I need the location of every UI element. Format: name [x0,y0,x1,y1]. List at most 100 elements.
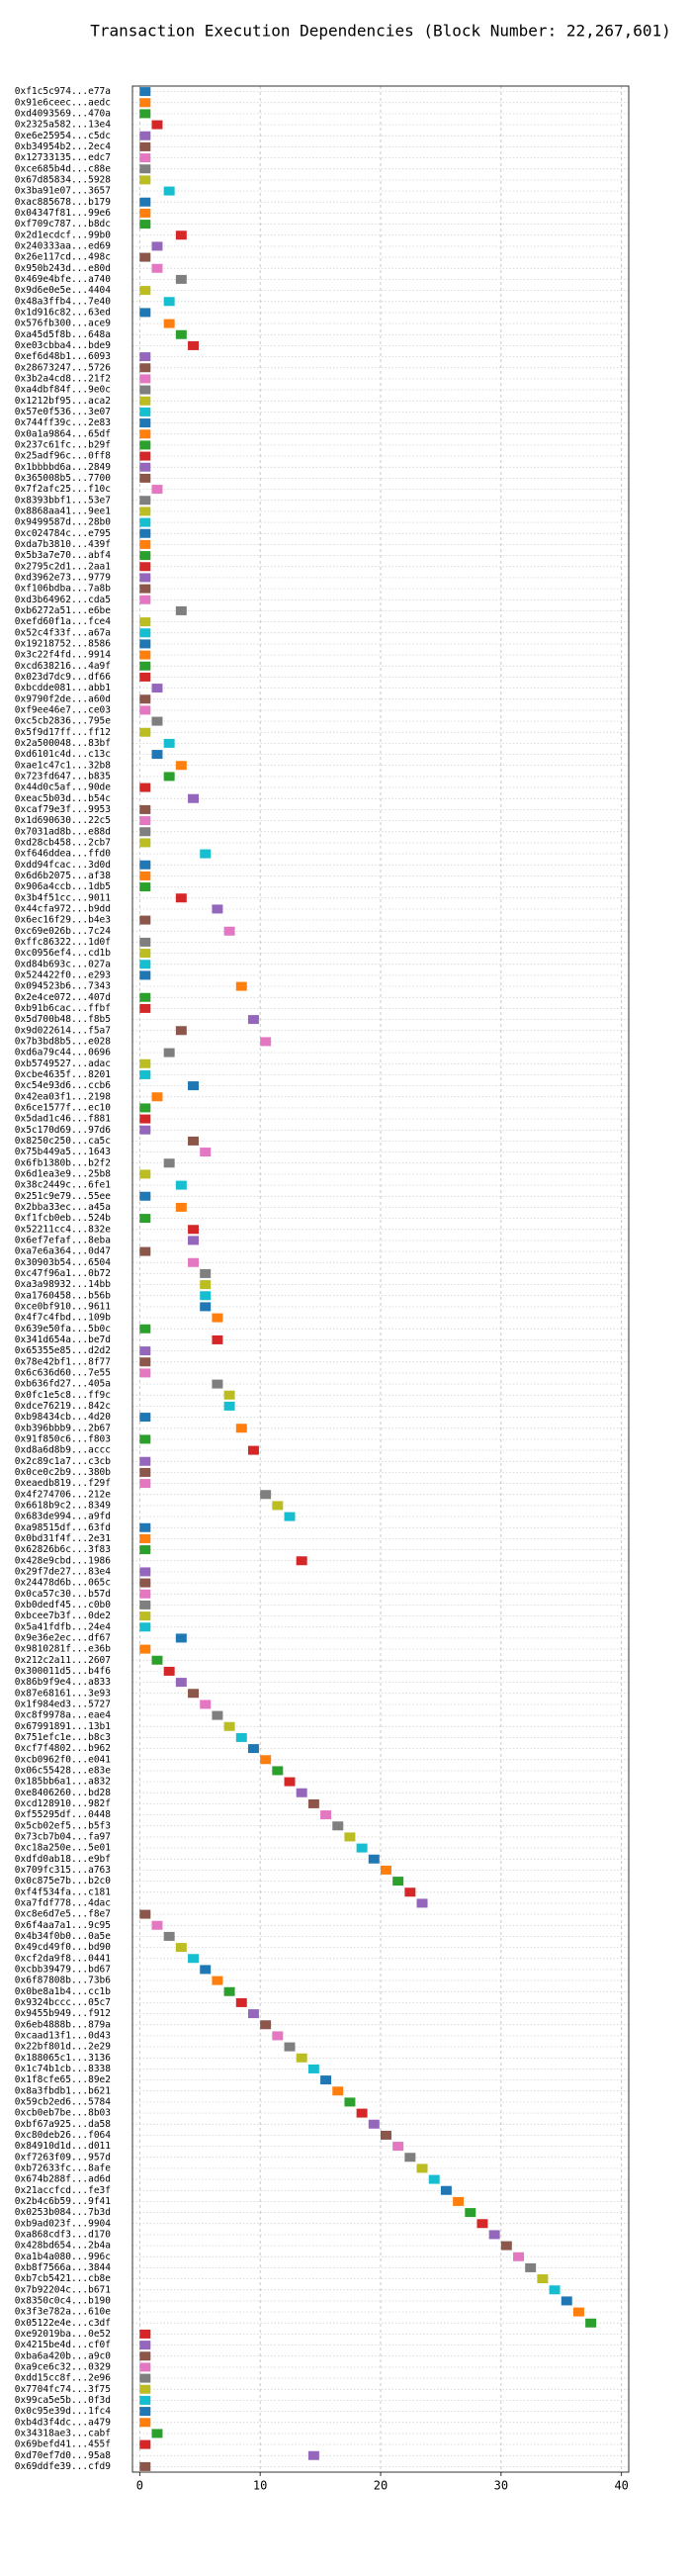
y-tick-label: 0xb91b6cac...ffbf [15,1003,111,1014]
bar [260,1755,272,1765]
y-tick-label: 0x2a500048...83bf [15,738,111,749]
bar [332,2086,344,2096]
y-tick-label: 0x2795c2d1...2aa1 [15,561,112,572]
bar [284,1512,296,1521]
bar [139,816,151,826]
y-tick-label: 0xa9ce6c32...0329 [15,2361,112,2372]
y-tick-label: 0x683de994...a9fd [15,1512,111,1522]
y-tick-label: 0x341d654a...be7d [15,1334,111,1345]
y-tick-label: 0x04347f81...99e6 [15,208,112,219]
y-tick-label: 0x44d0c5af...90de [15,782,112,793]
y-tick-label: 0xda7b3810...439f [15,539,111,550]
y-tick-label: 0xc80deb26...f064 [15,2130,112,2141]
y-tick-label: 0xb34954b2...2ec4 [15,141,112,152]
y-tick-label: 0x52c4f33f...a67a [15,627,111,638]
y-tick-label: 0x48a3ffb4...7e40 [15,296,112,307]
y-tick-label: 0xb5749527...adac [15,1058,111,1069]
y-tick-label: 0x6eb4888b...879a [15,2019,111,2030]
y-tick-label: 0xf106bdba...7a8b [15,584,112,595]
y-tick-label: 0x8250c250...ca5c [15,1136,111,1147]
bar [139,639,151,649]
bar [139,915,151,925]
y-tick-label: 0x674b288f...ad6d [15,2174,111,2185]
y-tick-label: 0x34318ae3...cabf [15,2428,111,2438]
y-tick-label: 0x2b4c6b59...9f41 [15,2196,112,2207]
bar [139,584,151,594]
bar [139,1467,151,1477]
y-tick-label: 0xa7e6a364...0d47 [15,1246,111,1257]
y-tick-label: 0xe6e25954...c5dc [15,131,111,141]
bar [139,175,151,185]
y-tick-label: 0x91f850c6...f803 [15,1433,111,1444]
y-tick-label: 0x0be8a1b4...cc1b [15,1986,112,1997]
bar [139,960,151,969]
bar [139,1357,151,1367]
bar [151,684,163,693]
bar [139,1479,151,1489]
bar [260,1490,272,1500]
bar [175,230,187,240]
bar [188,1136,200,1146]
bar [139,949,151,959]
y-tick-label: 0x6ec16f29...b4e3 [15,915,111,926]
y-tick-label: 0xdd15cc8f...2e96 [15,2373,112,2384]
y-tick-label: 0x67991891...13b1 [15,1721,112,1732]
bar [223,1390,235,1400]
bar [151,1092,163,1102]
bar [139,363,151,373]
bar [139,827,151,837]
bar [537,2274,549,2284]
y-tick-label: 0x0253b084...7b3d [15,2207,111,2218]
bar [513,2252,524,2261]
y-tick-label: 0x8350c0c4...b190 [15,2295,112,2306]
bar [200,1280,212,1290]
bar [139,2351,151,2361]
y-tick-label: 0x188065c1...3136 [15,2053,112,2064]
bar [212,1379,223,1389]
bar [139,672,151,682]
y-tick-label: 0x25adf96c...0ff8 [15,451,112,462]
bar [139,440,151,450]
bar [200,1700,212,1709]
y-tick-label: 0x906a4ccb...1db5 [15,881,111,892]
bar [151,750,163,760]
bar [428,2174,440,2184]
bar [139,838,151,848]
bar [139,2384,151,2394]
y-tick-label: 0xdd94fcac...3d0d [15,860,111,871]
bar [247,2009,259,2019]
y-tick-label: 0x2e4ce072...407d [15,992,111,1003]
y-tick-label: 0x6f87808b...73b6 [15,1976,112,1986]
y-tick-label: 0xc18a250e...5e01 [15,1843,112,1854]
y-tick-label: 0xc5cb2836...795e [15,716,112,727]
bar [585,2318,597,2328]
y-tick-label: 0xcaad13f1...0d43 [15,2030,111,2041]
bar [175,761,187,771]
bar [163,186,175,196]
y-tick-label: 0xe03cbba4...bde9 [15,340,112,351]
y-tick-label: 0xf709c787...b8dc [15,219,111,230]
y-tick-label: 0x87e68161...3e93 [15,1688,111,1699]
bar [139,1578,151,1588]
y-tick-label: 0xce0bf910...9611 [15,1301,112,1312]
bar [139,2407,151,2417]
bar [139,2395,151,2405]
y-tick-label: 0x9324bccc...05c7 [15,1997,111,2008]
bar [296,1788,307,1797]
bar [175,1633,187,1643]
bar [139,562,151,572]
y-tick-label: 0x1212bf95...aca2 [15,396,111,407]
y-tick-label: 0xb8f7566a...3844 [15,2262,112,2273]
bar [151,1920,163,1930]
y-tick-label: 0x185bb6a1...a832 [15,1777,111,1788]
y-tick-label: 0x5cb02ef5...b5f3 [15,1820,111,1831]
bar [139,473,151,483]
y-tick-label: 0x3b2a4cd8...21f2 [15,373,111,384]
y-tick-label: 0x2c89c1a7...c3cb [15,1456,112,1467]
y-tick-label: 0xa45d5f8b...648a [15,329,111,340]
y-tick-label: 0x744ff39c...2e83 [15,417,111,428]
bar [200,849,212,859]
bar [151,120,163,130]
bar [139,1246,151,1256]
bar [163,1048,175,1058]
